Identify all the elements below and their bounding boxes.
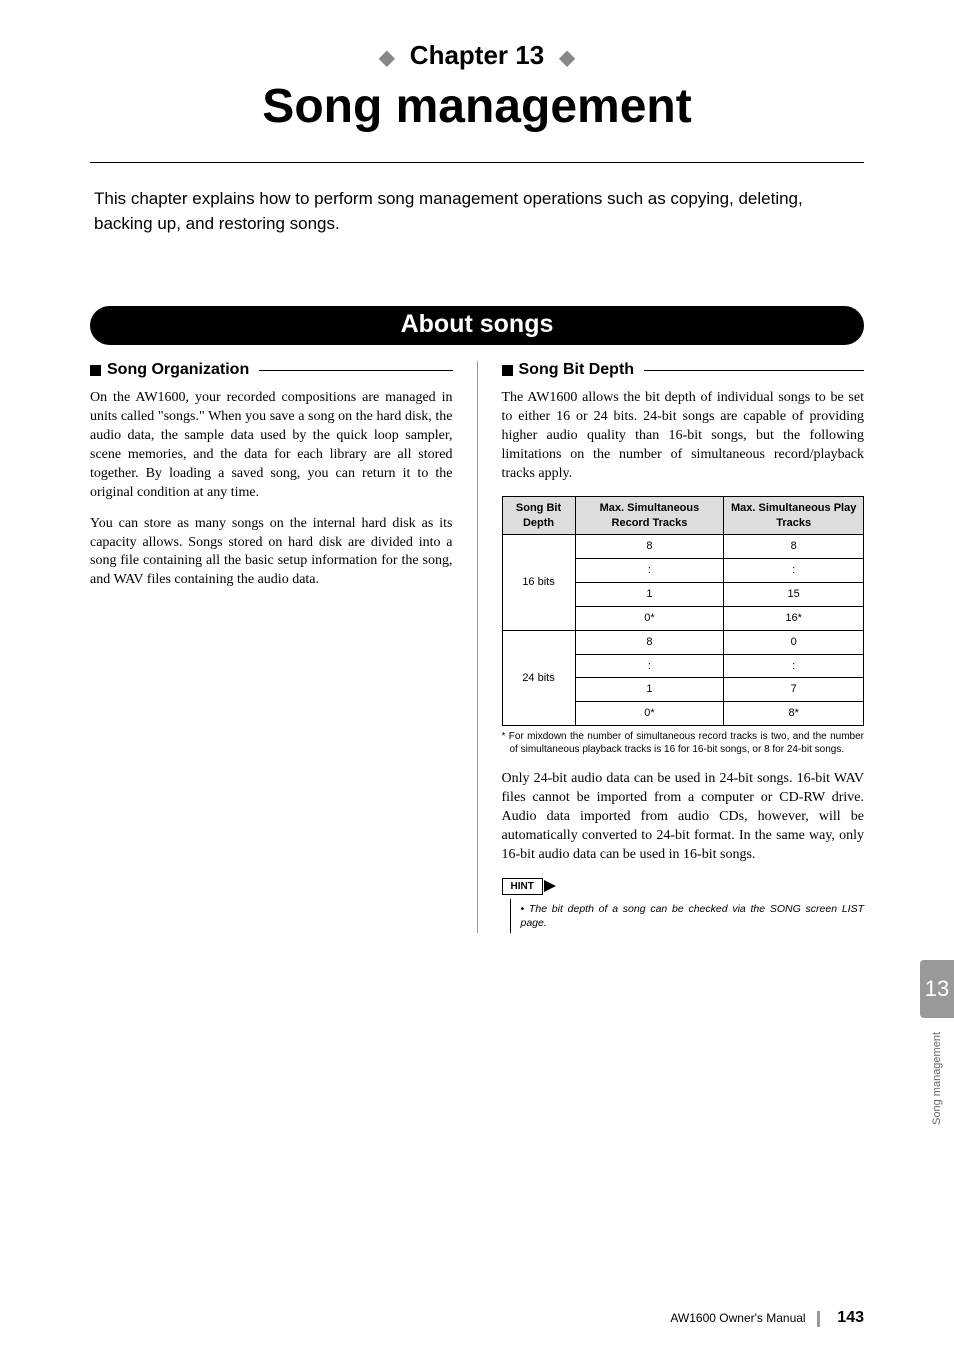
table-cell: 0* (575, 606, 724, 630)
hint-text: • The bit depth of a song can be checked… (510, 899, 865, 933)
subhead-song-organization: Song Organization (90, 361, 453, 379)
table-cell: 15 (724, 583, 864, 607)
subhead-rule (644, 370, 864, 371)
paragraph: The AW1600 allows the bit depth of indiv… (502, 389, 865, 483)
table-header: Max. Simultaneous Play Tracks (724, 496, 864, 535)
left-column: Song Organization On the AW1600, your re… (90, 361, 453, 933)
table-row: 16 bits88 (502, 535, 864, 559)
paragraph: You can store as many songs on the inter… (90, 515, 453, 591)
table-cell: 8* (724, 702, 864, 726)
bit-depth-table: Song Bit Depth Max. Simultaneous Record … (502, 496, 865, 726)
intro-paragraph: This chapter explains how to perform son… (90, 187, 864, 236)
right-body: The AW1600 allows the bit depth of indiv… (502, 389, 865, 933)
table-cell: 8 (575, 535, 724, 559)
square-bullet-icon (502, 365, 513, 376)
table-cell: 1 (575, 678, 724, 702)
page-number: 143 (837, 1309, 864, 1326)
table-cell: 8 (724, 535, 864, 559)
paragraph: Only 24-bit audio data can be used in 24… (502, 770, 865, 864)
table-cell: : (575, 559, 724, 583)
table-header: Max. Simultaneous Record Tracks (575, 496, 724, 535)
subhead-text: Song Bit Depth (519, 361, 635, 379)
column-divider (477, 361, 478, 933)
hint-box: HINT • The bit depth of a song can be ch… (502, 877, 865, 933)
section-heading: About songs (90, 306, 864, 345)
side-tab: 13 Song management (920, 960, 954, 1125)
page-footer: AW1600 Owner's Manual 143 (670, 1309, 864, 1327)
table-cell: 0 (724, 630, 864, 654)
table-cell: 16* (724, 606, 864, 630)
table-header: Song Bit Depth (502, 496, 575, 535)
chapter-label: ◆ Chapter 13 ◆ (90, 40, 864, 71)
side-tab-number: 13 (920, 960, 954, 1018)
table-cell: 0* (575, 702, 724, 726)
table-cell: : (575, 654, 724, 678)
right-column: Song Bit Depth The AW1600 allows the bit… (502, 361, 865, 933)
table-row: 24 bits80 (502, 630, 864, 654)
table-cell: 8 (575, 630, 724, 654)
table-cell: 7 (724, 678, 864, 702)
table-cell: 1 (575, 583, 724, 607)
subhead-song-bit-depth: Song Bit Depth (502, 361, 865, 379)
paragraph: On the AW1600, your recorded composition… (90, 389, 453, 502)
chapter-title: Song management (90, 79, 864, 134)
subhead-text: Song Organization (107, 361, 249, 379)
table-header-row: Song Bit Depth Max. Simultaneous Record … (502, 496, 864, 535)
table-footnote: * For mixdown the number of simultaneous… (502, 730, 865, 756)
subhead-rule (259, 370, 452, 371)
hint-label: HINT (502, 878, 543, 896)
left-body: On the AW1600, your recorded composition… (90, 389, 453, 590)
table-cell-bitdepth: 16 bits (502, 535, 575, 630)
table-cell: : (724, 559, 864, 583)
table-cell-bitdepth: 24 bits (502, 630, 575, 725)
side-tab-label: Song management (931, 1032, 943, 1125)
footer-bar-icon (817, 1311, 820, 1327)
manual-name: AW1600 Owner's Manual (670, 1311, 805, 1325)
diamond-icon: ◆ (379, 47, 394, 69)
horizontal-rule (90, 162, 864, 163)
square-bullet-icon (90, 365, 101, 376)
chapter-number: Chapter 13 (410, 40, 544, 70)
two-column-layout: Song Organization On the AW1600, your re… (90, 361, 864, 933)
table-cell: : (724, 654, 864, 678)
diamond-icon: ◆ (559, 47, 574, 69)
